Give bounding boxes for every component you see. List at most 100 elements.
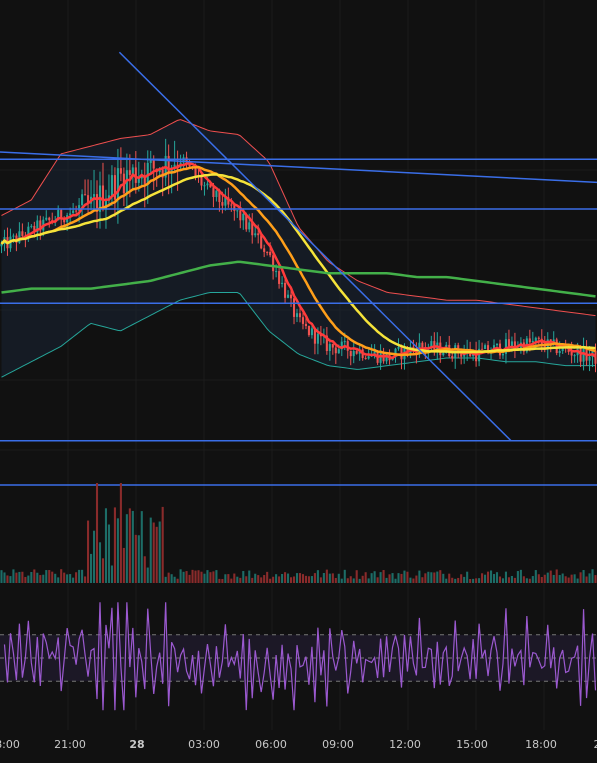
candle-body[interactable]	[209, 183, 212, 188]
candle-body[interactable]	[36, 220, 39, 233]
candle-body[interactable]	[352, 351, 355, 357]
candle-body[interactable]	[269, 251, 272, 256]
candle-body[interactable]	[152, 158, 155, 169]
candle-body[interactable]	[343, 341, 346, 343]
candle-body[interactable]	[143, 175, 146, 184]
candle-body[interactable]	[260, 235, 263, 249]
candle-body[interactable]	[355, 351, 358, 354]
candle-body[interactable]	[248, 222, 251, 230]
candle-body[interactable]	[263, 248, 266, 252]
candle-body[interactable]	[430, 341, 433, 349]
candle-body[interactable]	[84, 194, 87, 196]
candle-body[interactable]	[301, 317, 305, 324]
candle-body[interactable]	[552, 339, 555, 343]
candle-body[interactable]	[101, 185, 105, 210]
candle-body[interactable]	[45, 217, 48, 220]
candle-body[interactable]	[331, 344, 334, 348]
candle-body[interactable]	[295, 313, 299, 317]
candle-body[interactable]	[481, 348, 484, 350]
candle-body[interactable]	[75, 210, 78, 212]
candle-body[interactable]	[495, 343, 499, 346]
candle-body[interactable]	[579, 348, 582, 362]
candle-body[interactable]	[15, 235, 18, 243]
candle-body[interactable]	[92, 194, 96, 197]
candle-body[interactable]	[573, 355, 576, 357]
candle-body[interactable]	[307, 326, 310, 336]
candle-body[interactable]	[594, 350, 597, 364]
candle-body[interactable]	[254, 233, 257, 236]
candle-body[interactable]	[513, 341, 516, 349]
candle-body[interactable]	[555, 339, 558, 354]
candle-body[interactable]	[236, 210, 239, 212]
candle-body[interactable]	[128, 170, 131, 175]
candle-body[interactable]	[149, 158, 152, 163]
candle-body[interactable]	[206, 183, 209, 186]
candle-body[interactable]	[287, 294, 290, 298]
candle-body[interactable]	[212, 187, 215, 198]
candle-body[interactable]	[281, 282, 284, 284]
candle-body[interactable]	[451, 356, 454, 359]
candle-body[interactable]	[95, 194, 99, 212]
candle-body[interactable]	[504, 339, 508, 354]
candle-body[interactable]	[81, 194, 84, 206]
candle-body[interactable]	[173, 164, 176, 168]
candle-body[interactable]	[537, 337, 540, 339]
candle-body[interactable]	[194, 168, 197, 177]
candle-body[interactable]	[278, 271, 281, 284]
candle-body[interactable]	[239, 210, 242, 221]
candle-body[interactable]	[33, 225, 36, 233]
candle-body[interactable]	[158, 169, 161, 173]
candle-body[interactable]	[289, 294, 293, 299]
candle-body[interactable]	[60, 210, 63, 220]
candle-body[interactable]	[588, 356, 591, 361]
candle-body[interactable]	[364, 357, 367, 359]
candle-body[interactable]	[48, 217, 51, 221]
candle-body[interactable]	[18, 231, 21, 243]
candle-body[interactable]	[421, 342, 424, 348]
candle-body[interactable]	[12, 235, 15, 237]
candle-body[interactable]	[543, 345, 546, 350]
candle-body[interactable]	[78, 205, 81, 211]
candle-body[interactable]	[484, 345, 487, 349]
candle-body[interactable]	[218, 190, 221, 203]
sloped-trendline[interactable]	[118, 51, 512, 442]
candle-body[interactable]	[227, 197, 230, 205]
candle-body[interactable]	[104, 200, 108, 210]
candle-body[interactable]	[385, 353, 388, 362]
candle-body[interactable]	[116, 168, 119, 200]
candle-body[interactable]	[221, 202, 224, 206]
candle-body[interactable]	[140, 175, 143, 179]
candle-body[interactable]	[316, 333, 319, 344]
candle-body[interactable]	[146, 162, 149, 184]
candle-body[interactable]	[367, 356, 370, 359]
candle-body[interactable]	[337, 349, 340, 354]
candle-body[interactable]	[531, 340, 534, 343]
candle-body[interactable]	[137, 178, 140, 183]
candle-body[interactable]	[275, 271, 278, 273]
candle-body[interactable]	[304, 323, 308, 327]
candle-body[interactable]	[310, 328, 313, 336]
candle-body[interactable]	[215, 190, 218, 198]
candle-body[interactable]	[242, 213, 245, 221]
candle-body[interactable]	[57, 210, 60, 221]
candle-body[interactable]	[292, 298, 296, 317]
candle-body[interactable]	[119, 168, 122, 174]
candle-body[interactable]	[567, 348, 570, 352]
candle-body[interactable]	[540, 338, 543, 346]
candle-body[interactable]	[161, 169, 164, 178]
candle-body[interactable]	[487, 345, 490, 354]
candle-body[interactable]	[251, 222, 254, 236]
candle-body[interactable]	[373, 351, 376, 355]
candle-body[interactable]	[534, 337, 537, 341]
candle-body[interactable]	[507, 339, 510, 348]
candle-body[interactable]	[334, 347, 337, 354]
candle-body[interactable]	[460, 353, 463, 357]
candle-body[interactable]	[325, 335, 328, 351]
candle-body[interactable]	[442, 352, 445, 356]
candle-body[interactable]	[349, 350, 352, 357]
candle-body[interactable]	[200, 176, 203, 186]
candle-body[interactable]	[266, 251, 269, 253]
candle-body[interactable]	[397, 346, 400, 349]
candle-body[interactable]	[558, 350, 561, 354]
candle-body[interactable]	[570, 351, 573, 356]
